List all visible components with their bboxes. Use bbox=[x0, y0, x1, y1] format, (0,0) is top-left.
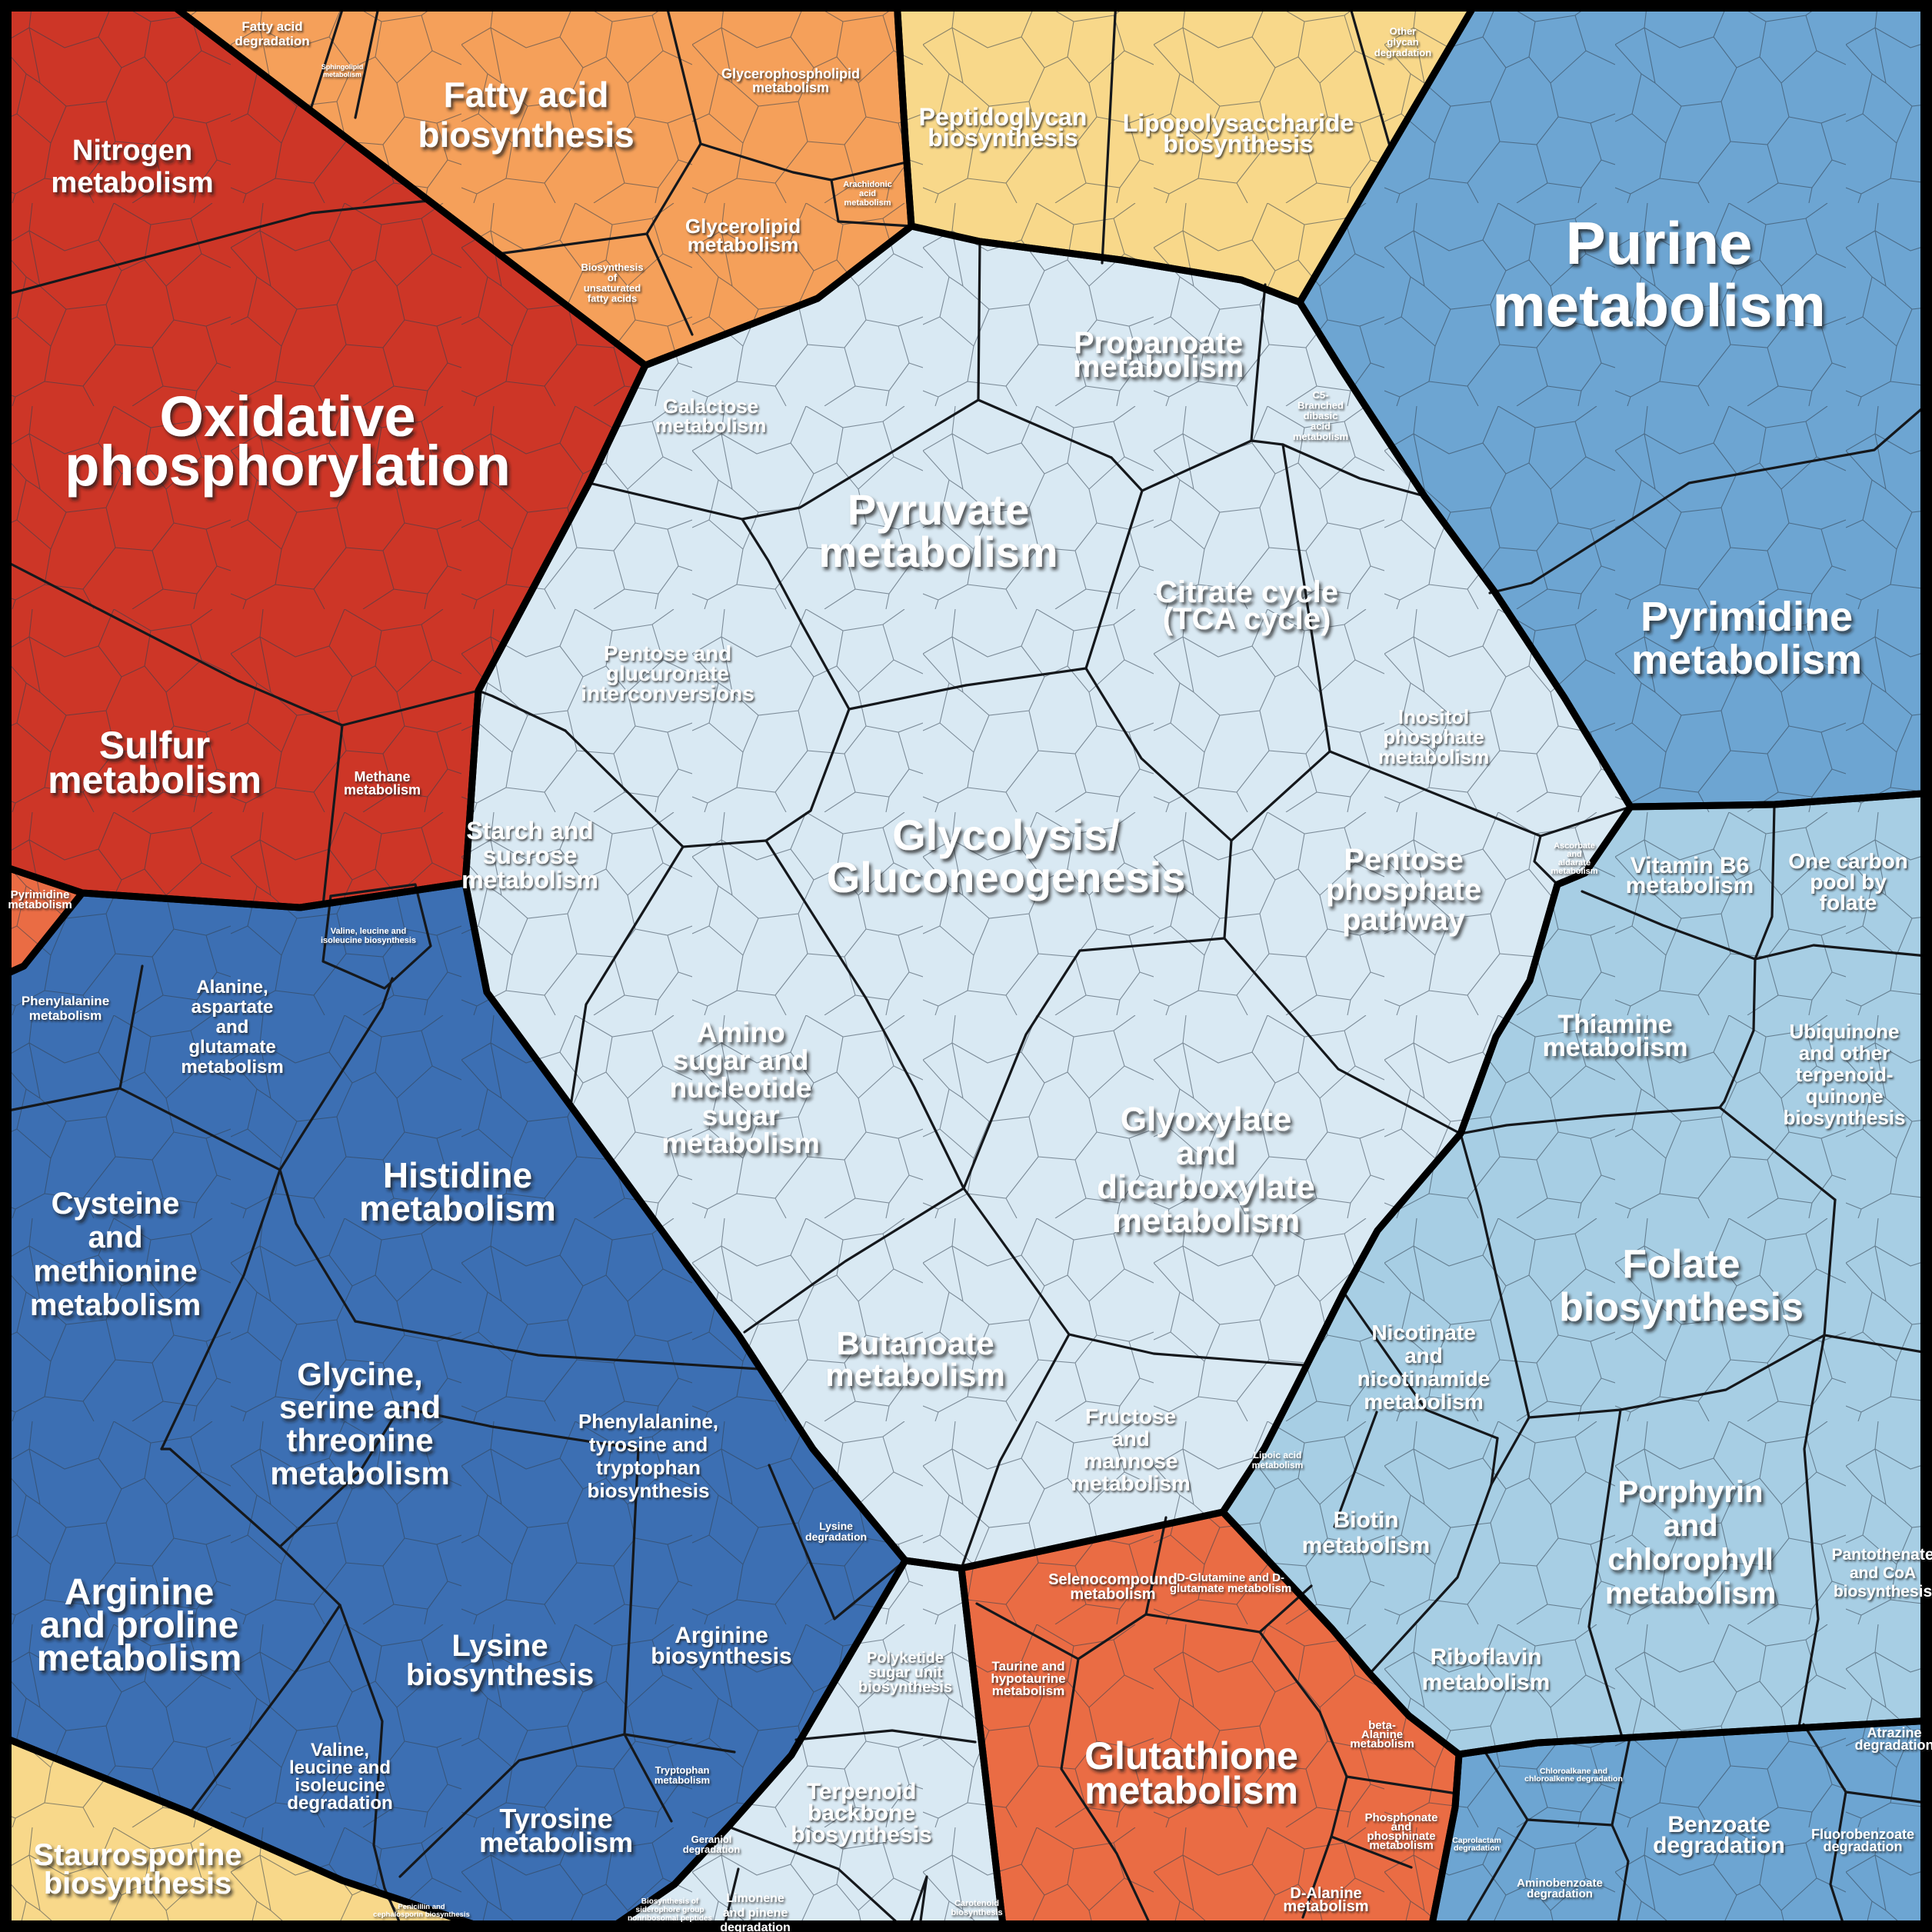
svg-text:Glycolysis/Gluconeogenesis: Glycolysis/Gluconeogenesis bbox=[827, 811, 1186, 901]
svg-text:Citrate cycle(TCA cycle): Citrate cycle (TCA cycle) bbox=[1155, 575, 1338, 636]
svg-text:D-Glutamine and D-glutamate me: D-Glutamine and D-glutamate metabolism bbox=[1170, 1571, 1291, 1595]
